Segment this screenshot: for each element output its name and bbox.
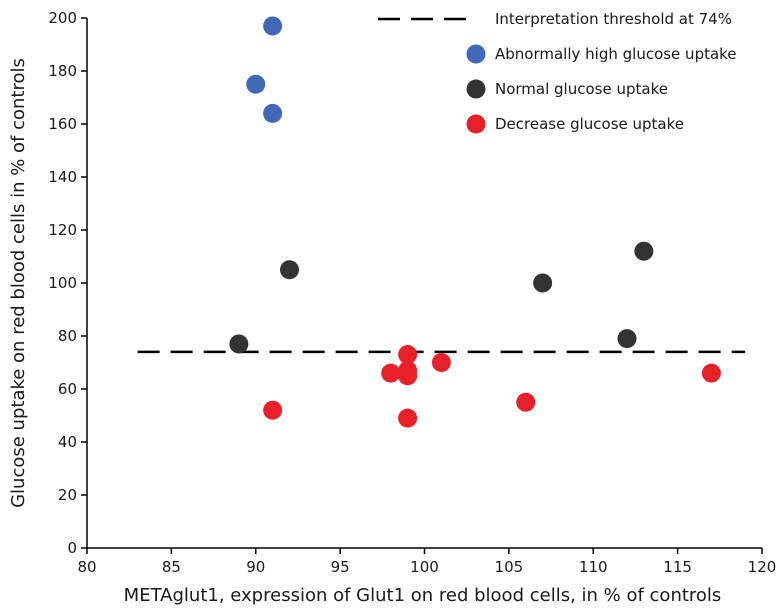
data-point-series-3	[263, 400, 283, 420]
data-point-series-2	[229, 334, 249, 354]
y-tick-label: 60	[58, 380, 77, 398]
y-tick-label: 140	[48, 168, 77, 186]
legend-swatch-series-2	[466, 79, 486, 99]
x-tick-label: 80	[77, 558, 96, 576]
x-tick-label: 95	[331, 558, 350, 576]
x-tick-label: 120	[748, 558, 777, 576]
y-tick-label: 40	[58, 433, 77, 451]
data-point-series-3	[398, 345, 418, 365]
x-tick-label: 90	[246, 558, 265, 576]
data-point-series-3	[431, 353, 451, 372]
y-tick-label: 120	[48, 221, 77, 239]
y-axis-title: Glucose uptake on red blood cells in % o…	[8, 58, 29, 508]
data-point-series-1	[246, 74, 266, 94]
data-point-series-3	[701, 363, 721, 383]
y-tick-label: 20	[58, 486, 77, 504]
axes: 0 20 40 60 80 100 120 140 160 180 200 80 85 90 95 100 10…	[48, 9, 776, 576]
data-point-series-3	[398, 408, 418, 428]
data-points	[229, 16, 721, 428]
data-point-series-3	[381, 363, 401, 383]
legend-swatch-series-1	[466, 44, 486, 64]
data-point-series-2	[533, 273, 553, 293]
data-point-series-2	[280, 260, 299, 280]
y-tick-label: 180	[48, 62, 77, 80]
x-tick-label: 115	[663, 558, 692, 576]
y-tick-label: 200	[48, 9, 77, 27]
y-tick-label: 0	[67, 539, 77, 557]
y-tick-label: 160	[48, 115, 77, 133]
data-point-series-2	[634, 241, 654, 261]
data-point-series-1	[263, 103, 283, 123]
legend-label-series-2: Normal glucose uptake	[495, 80, 668, 98]
x-tick-label: 105	[495, 558, 524, 576]
x-tick-label: 85	[162, 558, 181, 576]
data-point-series-2	[617, 329, 637, 349]
legend-threshold-label: Interpretation threshold at 74%	[495, 10, 732, 28]
data-point-series-1	[263, 16, 283, 36]
legend-swatch-series-3	[466, 114, 486, 134]
data-point-series-3	[516, 392, 536, 412]
y-tick-label: 100	[48, 274, 77, 292]
legend-label-series-3: Decrease glucose uptake	[495, 115, 684, 133]
x-tick-label: 110	[579, 558, 608, 576]
legend: Interpretation threshold at 74% Abnormall…	[378, 10, 737, 134]
x-tick-label: 100	[410, 558, 439, 576]
data-point-series-3	[398, 366, 418, 386]
legend-label-series-1: Abnormally high glucose uptake	[495, 45, 737, 63]
x-axis-title: METAglut1, expression of Glut1 on red bl…	[124, 585, 722, 606]
y-tick-label: 80	[58, 327, 77, 345]
